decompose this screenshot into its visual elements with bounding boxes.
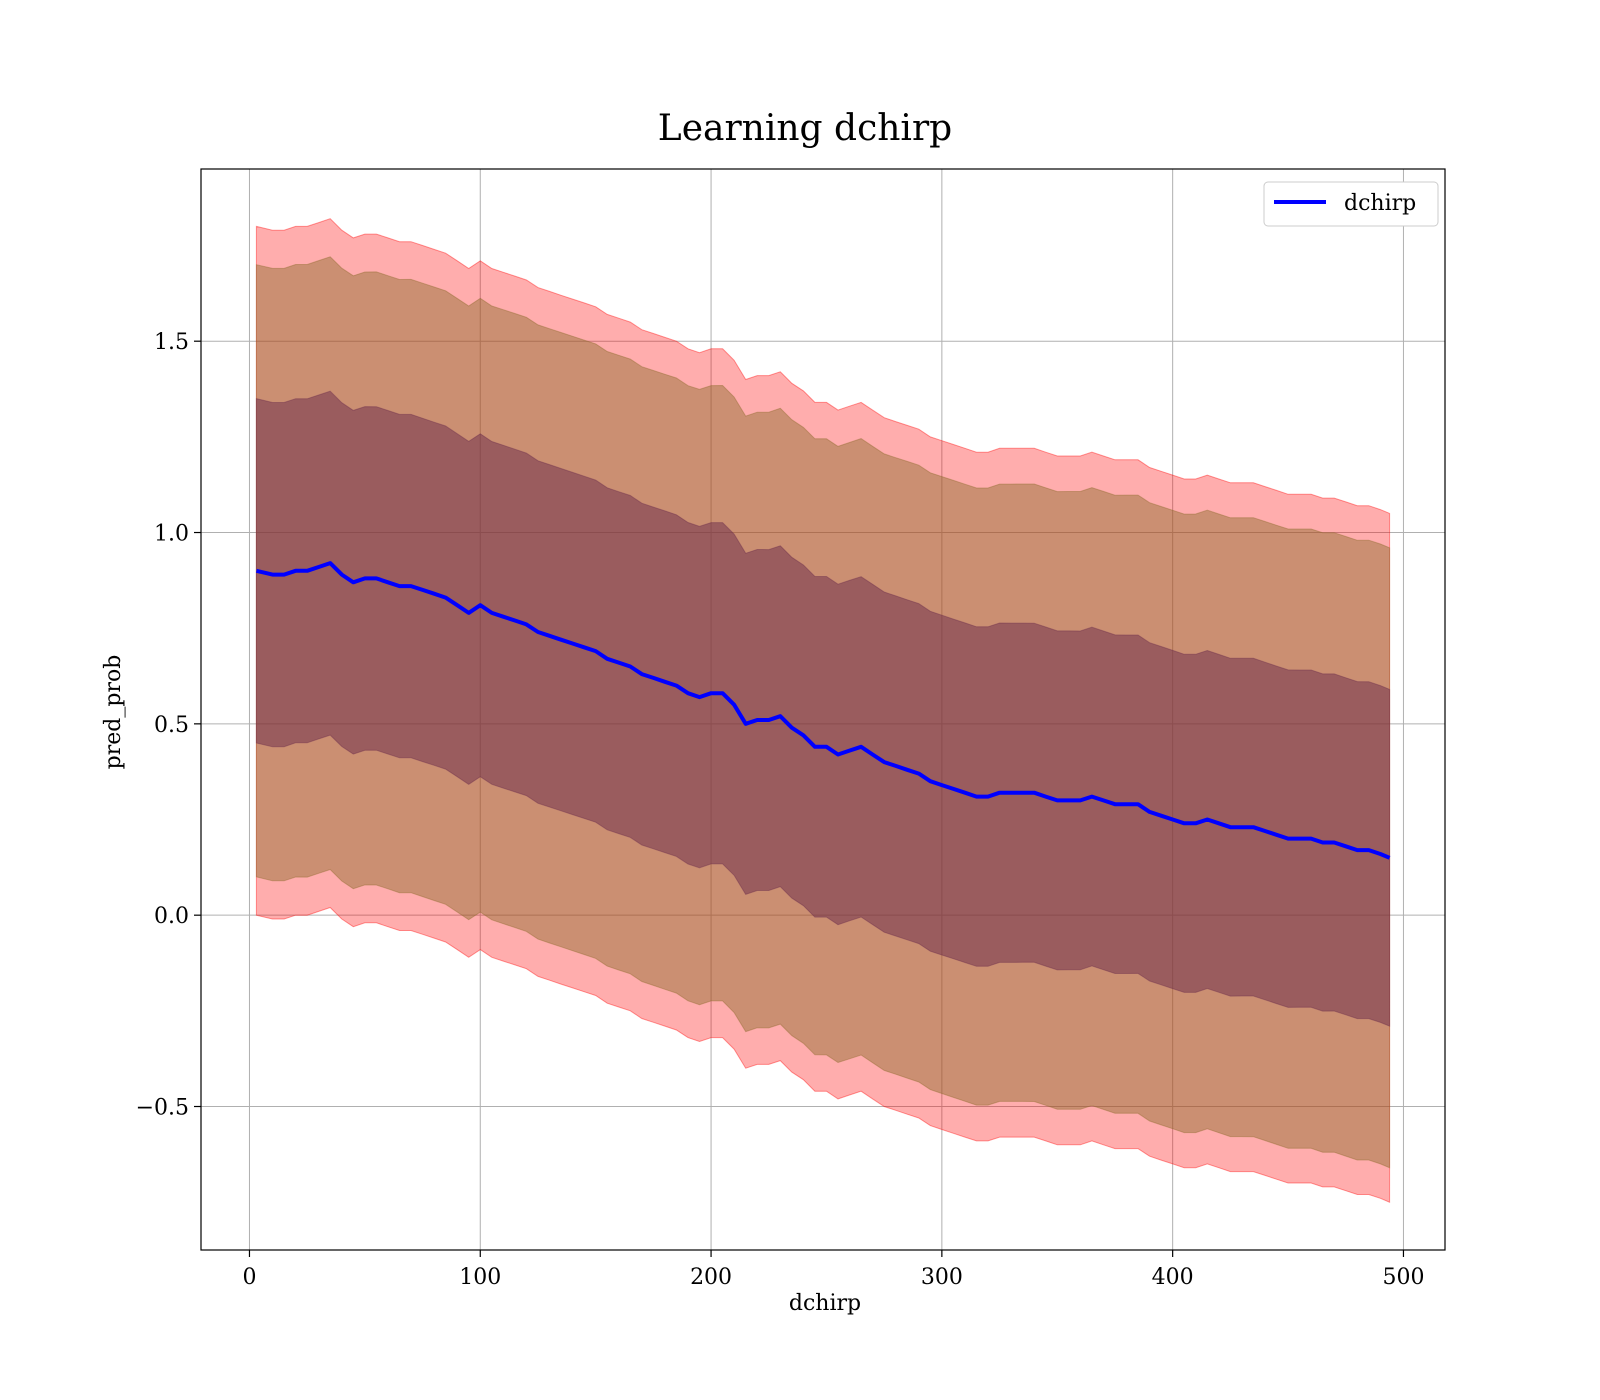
y-tick-label: 0.0 [154,904,189,929]
legend-label-dchirp: dchirp [1344,191,1416,216]
y-tick-label: 1.0 [154,522,189,547]
y-tick-label: 1.5 [154,330,189,355]
legend: dchirp [1263,181,1439,227]
y-tick-label: 0.5 [154,713,189,738]
x-tick-label: 100 [459,1265,501,1290]
y-ticks: −0.5 0.0 0.5 1.0 1.5 [136,330,201,1121]
chart-title: Learning dchirp [658,108,952,149]
x-tick-label: 300 [921,1265,963,1290]
x-tick-label: 400 [1152,1265,1194,1290]
series-line-dchirp [255,561,1391,860]
x-axis-label: dchirp [789,1291,861,1316]
x-tick-label: 200 [690,1265,732,1290]
plot-frame [200,168,1446,1251]
x-tick-label: 500 [1382,1265,1424,1290]
x-tick-label: 0 [242,1265,256,1290]
bands [255,218,1391,1203]
y-axis-label: pred_prob [101,655,126,770]
series-lines [255,561,1391,860]
band-2 [255,390,1391,1027]
y-tick-label: −0.5 [136,1096,189,1121]
x-ticks: 0 100 200 300 400 500 [242,1250,1424,1290]
legend-box [1263,181,1439,227]
